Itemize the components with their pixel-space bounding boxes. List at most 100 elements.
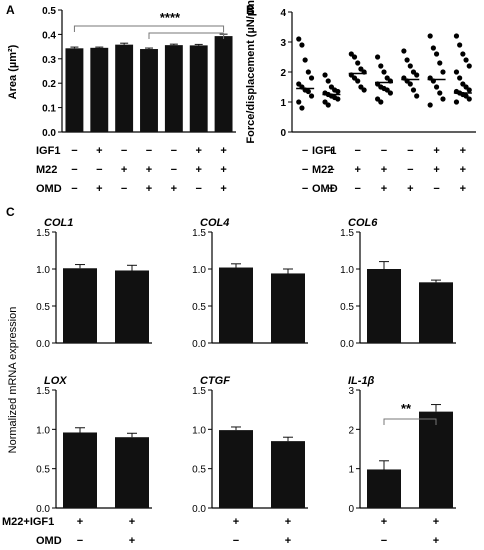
panel-a-ytick-label: 0.4 [42, 30, 56, 41]
panel-b-point [430, 45, 436, 51]
table-b-row-label-m22: M22 [312, 164, 333, 176]
table-c-row-label-omd: OMD [36, 535, 62, 547]
table-c-mark: + [433, 516, 439, 528]
panel-b-point [401, 48, 407, 54]
panel-letter-c: C [6, 205, 15, 219]
panel-b-point [453, 99, 460, 105]
table-b-mark: − [354, 145, 360, 157]
table-a-mark: + [96, 183, 102, 195]
panel-a-bracket-long [73, 25, 225, 32]
panel-c-bar [63, 268, 97, 343]
panel-c-gene-title: CTGF [200, 375, 230, 387]
panel-b-point [427, 33, 433, 39]
panel-c-ytick-label: 1.5 [340, 228, 354, 239]
panel-b-point [335, 88, 341, 95]
panel-c-ytick-label: 3 [348, 386, 354, 397]
panel-b-ytick-label: 1 [280, 98, 286, 109]
table-ab-row-label-m22: M22 [36, 164, 57, 176]
panel-c-ytick-label: 2 [348, 425, 354, 436]
panel-b-point [355, 78, 361, 84]
panel-c-gene-title: COL6 [348, 217, 378, 229]
panel-b-point [427, 102, 433, 108]
panel-c-bar [419, 282, 453, 343]
panel-b-point [453, 33, 460, 39]
panel-b-ytick-label: 2 [280, 68, 286, 79]
table-c-mark: + [433, 535, 439, 547]
panel-b-point [414, 72, 420, 78]
panel-b-point [410, 87, 417, 93]
panel-b-point [404, 57, 410, 63]
table-c-row-label-m22igf1: M22+IGF1 [2, 516, 54, 528]
panel-a-bar [214, 36, 233, 132]
panel-c-gene-title: LOX [44, 375, 67, 387]
panel-c-gene-title: COL4 [200, 217, 229, 229]
panel-a-bar [65, 48, 84, 132]
table-b-mark: + [381, 164, 387, 176]
panel-b-point [355, 60, 361, 66]
table-a-mark: − [195, 183, 201, 195]
table-b-mark: + [381, 183, 387, 195]
panel-letter-b: B [246, 3, 255, 17]
panel-c-ytick-label: 1.0 [192, 425, 206, 436]
panel-b-point [457, 75, 463, 81]
panel-c-bar [115, 270, 149, 343]
panel-c-gene-title: IL-1β [348, 375, 375, 387]
panel-c-bar [63, 432, 97, 508]
panel-b-point [325, 102, 331, 108]
table-b-mark: + [460, 183, 466, 195]
panel-c-il1b-bracket [383, 418, 437, 425]
panel-c-ytick-label: 1.0 [340, 265, 354, 276]
table-a-mark: − [71, 164, 77, 176]
panel-c-ytick-label: 1.5 [192, 386, 206, 397]
panel-b-ytick-label: 3 [280, 38, 286, 49]
table-ab-row-label-omd: OMD [36, 183, 62, 195]
panel-b-point [325, 78, 331, 84]
panel-c-ytick-label: 0 [348, 504, 354, 515]
panel-b-ytick-label: 0 [280, 128, 286, 139]
panel-b-point [460, 51, 466, 57]
panel-c-bar [419, 411, 453, 508]
panel-b-chart: 0 1 2 3 4 [280, 8, 476, 139]
panel-b-point [308, 93, 315, 99]
panel-b-point [466, 63, 472, 69]
table-b-mark: − [302, 183, 308, 195]
treatment-marks: − − + + − − − − − − + + + + − − − − + + + + − − + + + + − − + + − − + + + + − −… [71, 145, 466, 547]
panel-c-ytick-label: 0.5 [340, 302, 354, 313]
panel-c-ytick-label: 0.0 [36, 504, 50, 515]
panel-c-bar [115, 437, 149, 508]
panel-b-ytick-label: 4 [280, 8, 286, 19]
panel-b-point [305, 69, 311, 75]
panel-a-ytick-label: 0.3 [42, 55, 56, 66]
panel-b-point [440, 96, 446, 102]
table-a-mark: − [121, 145, 127, 157]
panel-b-point [299, 42, 305, 48]
panel-a-ylabel: Area (µm²) [7, 44, 19, 99]
panel-b-point [466, 96, 472, 102]
panel-letter-a: A [6, 3, 15, 17]
panel-c-il1b-significance: ** [401, 401, 412, 416]
table-b-mark: − [302, 164, 308, 176]
table-c-mark: − [233, 535, 239, 547]
panel-b-point [381, 69, 387, 75]
table-b-mark: + [433, 145, 439, 157]
table-c-mark: − [77, 535, 83, 547]
panel-c-ylabel: Normalized mRNA expression [7, 307, 19, 454]
table-c-mark: + [285, 535, 291, 547]
table-a-mark: + [96, 145, 102, 157]
table-a-mark: − [171, 145, 177, 157]
table-b-mark: + [328, 183, 334, 195]
table-a-mark: + [121, 164, 127, 176]
panel-c-bar [367, 469, 401, 508]
table-c-mark: + [129, 516, 135, 528]
panel-b-point [305, 88, 311, 95]
panel-c-ytick-label: 0.0 [192, 504, 206, 515]
panel-c-bar [219, 430, 253, 508]
table-b-mark: − [302, 145, 308, 157]
table-a-mark: − [121, 183, 127, 195]
panel-b-point [351, 54, 358, 60]
panel-c-ytick-label: 0.0 [192, 339, 206, 350]
panel-b-point [387, 90, 393, 96]
panel-c-bar [367, 269, 401, 343]
panel-a-ytick-label: 0.2 [42, 79, 56, 90]
